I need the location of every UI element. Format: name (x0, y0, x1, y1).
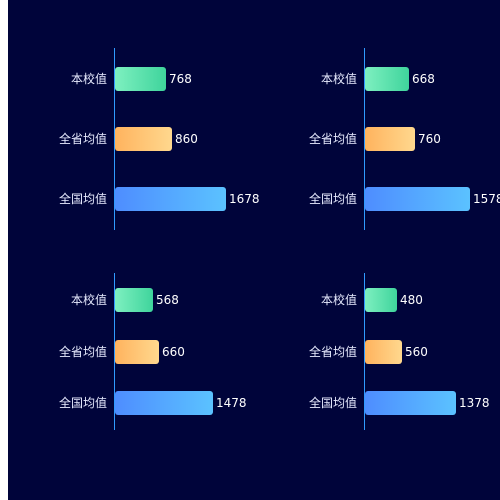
bar-province[interactable] (115, 127, 172, 151)
category-label-national: 全国均值 (59, 395, 107, 410)
category-label-school: 本校值 (71, 71, 107, 86)
charts-svg: 本校值 768 全省均值 860 全国均值 1678 本校值 668 全省均值 760 全国均值 15… (59, 48, 500, 430)
value-label-province: 660 (162, 345, 185, 359)
bar-chart-3: 本校值 568 全省均值 660 全国均值 1478 (59, 273, 247, 430)
category-label-province: 全省均值 (309, 344, 357, 359)
category-label-province: 全省均值 (59, 344, 107, 359)
value-label-province: 560 (405, 345, 428, 359)
category-label-school: 本校值 (71, 292, 107, 307)
value-label-national: 1678 (229, 192, 260, 206)
bar-national[interactable] (365, 187, 470, 211)
category-label-national: 全国均值 (309, 395, 357, 410)
bar-school[interactable] (365, 67, 409, 91)
value-label-national: 1578 (473, 192, 500, 206)
value-label-national: 1378 (459, 396, 490, 410)
value-label-school: 768 (169, 72, 192, 86)
value-label-province: 860 (175, 132, 198, 146)
category-label-school: 本校值 (321, 292, 357, 307)
value-label-school: 480 (400, 293, 423, 307)
category-label-province: 全省均值 (59, 131, 107, 146)
category-label-national: 全国均值 (59, 191, 107, 206)
bar-province[interactable] (115, 340, 159, 364)
dashboard-canvas: 本校值 768 全省均值 860 全国均值 1678 本校值 668 全省均值 760 全国均值 15… (8, 0, 500, 500)
bar-chart-4: 本校值 480 全省均值 560 全国均值 1378 (309, 273, 490, 430)
bar-national[interactable] (115, 187, 226, 211)
bar-province[interactable] (365, 340, 402, 364)
bar-school[interactable] (115, 67, 166, 91)
bar-national[interactable] (365, 391, 456, 415)
value-label-province: 760 (418, 132, 441, 146)
value-label-school: 568 (156, 293, 179, 307)
value-label-national: 1478 (216, 396, 247, 410)
bar-school[interactable] (115, 288, 153, 312)
category-label-province: 全省均值 (309, 131, 357, 146)
bar-national[interactable] (115, 391, 213, 415)
value-label-school: 668 (412, 72, 435, 86)
category-label-school: 本校值 (321, 71, 357, 86)
bar-chart-2: 本校值 668 全省均值 760 全国均值 1578 (309, 48, 500, 230)
bar-school[interactable] (365, 288, 397, 312)
bar-chart-1: 本校值 768 全省均值 860 全国均值 1678 (59, 48, 260, 230)
bar-province[interactable] (365, 127, 415, 151)
category-label-national: 全国均值 (309, 191, 357, 206)
